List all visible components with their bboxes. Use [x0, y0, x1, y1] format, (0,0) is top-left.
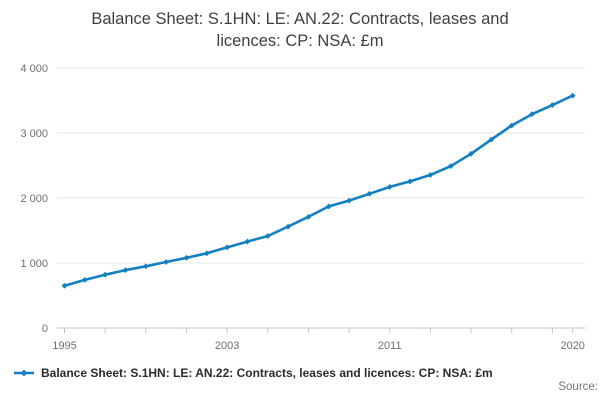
y-tick-label: 0: [42, 323, 48, 335]
x-tick-label: 2011: [378, 340, 402, 352]
data-point-marker: [163, 259, 170, 265]
data-point-marker: [346, 197, 352, 204]
series-line: [63, 94, 575, 288]
data-point-marker: [81, 277, 88, 283]
data-point-marker: [529, 111, 535, 118]
data-point-marker: [447, 163, 454, 170]
data-point-marker: [122, 267, 129, 274]
data-point-marker: [285, 223, 292, 230]
data-point-marker: [407, 178, 413, 185]
data-point-marker: [549, 102, 556, 108]
data-point-marker: [325, 203, 332, 210]
data-point-marker: [569, 92, 576, 99]
data-point-marker: [386, 184, 393, 190]
data-point-marker: [305, 213, 312, 220]
data-point-marker: [102, 271, 109, 278]
x-tick-label: 1995: [52, 340, 76, 352]
legend-label: Balance Sheet: S.1HN: LE: AN.22: Contrac…: [41, 366, 493, 380]
data-point-marker: [183, 254, 190, 261]
y-tick-label: 1 000: [20, 258, 48, 270]
data-point-marker: [61, 282, 68, 289]
data-point-marker: [366, 190, 373, 197]
data-point-marker: [508, 122, 515, 129]
chart-title-line2: licences: CP: NSA: £m: [216, 31, 384, 50]
data-point-marker: [427, 172, 434, 178]
data-point-marker: [468, 150, 474, 157]
data-point-marker: [142, 263, 149, 270]
legend-item[interactable]: Balance Sheet: S.1HN: LE: AN.22: Contrac…: [13, 366, 493, 380]
data-point-marker: [244, 238, 251, 245]
source-label: Source:: [558, 381, 598, 393]
series-line-marker-icon: [13, 367, 35, 379]
y-tick-label: 4 000: [20, 63, 48, 75]
data-point-marker: [224, 244, 231, 251]
data-point-marker: [264, 233, 271, 239]
x-tick-label: 2020: [560, 340, 584, 352]
data-point-marker: [488, 136, 495, 143]
y-tick-label: 3 000: [20, 128, 48, 140]
y-tick-label: 2 000: [20, 193, 48, 205]
data-point-marker: [203, 250, 210, 257]
chart-title: Balance Sheet: S.1HN: LE: AN.22: Contrac…: [0, 9, 600, 53]
x-tick-label: 2003: [215, 340, 239, 352]
chart-title-line1: Balance Sheet: S.1HN: LE: AN.22: Contrac…: [91, 10, 509, 28]
